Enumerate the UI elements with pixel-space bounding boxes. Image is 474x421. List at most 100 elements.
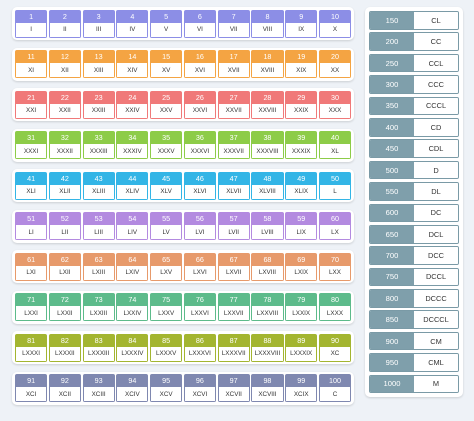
roman-numeral: LII — [48, 225, 81, 240]
roman-numeral: XXXI — [15, 144, 48, 159]
roman-numeral: LXXXIII — [82, 346, 115, 362]
numeral-cell: 76 LXXVI — [183, 293, 216, 321]
roman-numeral: II — [48, 22, 81, 38]
arabic-number: 75 — [150, 293, 183, 306]
roman-numeral: XL — [318, 144, 352, 159]
roman-numeral: XXXII — [48, 144, 81, 159]
numeral-cell: 33 XXXIII — [82, 131, 115, 159]
arabic-number: 73 — [82, 293, 115, 306]
numeral-cell: 50 L — [318, 171, 352, 200]
roman-numeral: LXXVI — [183, 306, 216, 321]
numeral-cell: 93 XCIII — [82, 374, 115, 402]
numeral-cell: 20 XX — [318, 50, 352, 78]
roman-numeral: XC — [318, 346, 352, 362]
roman-numeral: XXVI — [183, 103, 216, 119]
roman-numeral: XII — [48, 63, 81, 78]
hundreds-panel: 150 CL 200 CC 250 CCL 300 CCC 350 CCCL 400 CD 450 CDL… — [365, 7, 463, 398]
arabic-number: 2 — [48, 9, 81, 23]
arabic-number: 61 — [15, 252, 48, 266]
arabic-number: 78 — [251, 293, 284, 306]
roman-numeral: CD — [414, 118, 458, 136]
numeral-row: 61 LXI 62 LXII 63 LXIII 64 LXIV 65 LXV 66 LXVI 67 LXV… — [12, 250, 354, 283]
arabic-number: 50 — [318, 171, 352, 185]
numeral-cell: 63 LXIII — [82, 252, 115, 281]
numeral-cell: 95 XCV — [150, 374, 183, 402]
roman-numeral: LXIII — [82, 265, 115, 281]
roman-numeral: LI — [15, 225, 48, 240]
arabic-number: 79 — [285, 293, 318, 306]
numeral-cell: 77 LXXVII — [217, 293, 250, 321]
roman-numeral: XCIII — [82, 387, 115, 402]
roman-numeral: XCII — [48, 387, 81, 402]
arabic-number: 29 — [285, 90, 318, 104]
arabic-number: 40 — [318, 131, 352, 144]
roman-numeral: LXXII — [48, 306, 81, 321]
numeral-grid: 1 I 2 II 3 III 4 IV 5 V 6 VI 7 VII 8 VIII 9 IX 10 X 11 XI 12 XI… — [12, 7, 354, 412]
roman-numeral: XX — [318, 63, 352, 78]
arabic-number: 52 — [48, 212, 81, 225]
numeral-cell: 100 C — [318, 374, 352, 402]
numeral-row: 21 XXI 22 XXII 23 XXIII 24 XXIV 25 XXV 26 XXVI 27 XXV… — [12, 88, 354, 121]
roman-numeral: C — [318, 387, 352, 402]
roman-numeral: XXV — [150, 103, 183, 119]
arabic-number: 68 — [251, 252, 284, 266]
numeral-cell: 66 LXVI — [183, 252, 216, 281]
arabic-number: 63 — [82, 252, 115, 266]
numeral-cell: 81 LXXXI — [15, 333, 48, 362]
roman-numeral: LXXIII — [82, 306, 115, 321]
numeral-cell: 99 XCIX — [285, 374, 318, 402]
roman-numeral: LXI — [15, 265, 48, 281]
roman-numeral: LVII — [217, 225, 250, 240]
arabic-number: 76 — [183, 293, 216, 306]
numeral-cell: 87 LXXXVII — [217, 333, 250, 362]
roman-numeral: XLVI — [183, 184, 216, 200]
numeral-row: 81 LXXXI 82 LXXXII 83 LXXXIII 84 LXXXIV 85 LXXXV 8… — [12, 331, 354, 364]
numeral-cell: 15 XV — [150, 50, 183, 78]
arabic-number: 70 — [318, 252, 352, 266]
arabic-number: 55 — [150, 212, 183, 225]
arabic-number: 58 — [251, 212, 284, 225]
numeral-cell: 83 LXXXIII — [82, 333, 115, 362]
numeral-cell: 90 XC — [318, 333, 352, 362]
arabic-number: 14 — [116, 50, 149, 63]
arabic-number: 96 — [183, 374, 216, 387]
roman-numeral: XCIX — [285, 387, 318, 402]
roman-numeral: LXV — [150, 265, 183, 281]
numeral-cell: 14 XIV — [116, 50, 149, 78]
arabic-number: 46 — [183, 171, 216, 185]
arabic-number: 10 — [318, 9, 352, 23]
roman-numeral: XV — [150, 63, 183, 78]
roman-numeral: XIX — [285, 63, 318, 78]
arabic-number: 98 — [251, 374, 284, 387]
roman-numeral: DCCL — [414, 268, 458, 286]
arabic-number: 9 — [285, 9, 318, 23]
roman-numeral: XLIII — [82, 184, 115, 200]
hundreds-row: 1000 M — [369, 374, 459, 394]
roman-numeral: L — [318, 184, 352, 200]
arabic-number: 67 — [217, 252, 250, 266]
roman-numeral: CCC — [414, 76, 458, 93]
numeral-cell: 56 LVI — [183, 212, 216, 240]
roman-numeral: XXXVI — [183, 144, 216, 159]
numeral-cell: 60 LX — [318, 212, 352, 240]
arabic-number: 650 — [370, 225, 414, 243]
arabic-number: 1000 — [370, 375, 414, 393]
arabic-number: 13 — [82, 50, 115, 63]
numeral-cell: 58 LVIII — [251, 212, 284, 240]
roman-numeral: VIII — [251, 22, 284, 38]
numeral-cell: 25 XXV — [150, 90, 183, 119]
arabic-number: 16 — [183, 50, 216, 63]
roman-numeral: XLI — [15, 184, 48, 200]
arabic-number: 48 — [251, 171, 284, 185]
numeral-cell: 17 XVII — [217, 50, 250, 78]
arabic-number: 83 — [82, 333, 115, 347]
numeral-cell: 47 XLVII — [217, 171, 250, 200]
numeral-cell: 9 IX — [285, 9, 318, 38]
roman-numeral: LXXXVII — [217, 346, 250, 362]
arabic-number: 88 — [251, 333, 284, 347]
arabic-number: 49 — [285, 171, 318, 185]
roman-numeral: XCVIII — [251, 387, 284, 402]
roman-numeral: M — [414, 375, 458, 393]
numeral-cell: 18 XVIII — [251, 50, 284, 78]
